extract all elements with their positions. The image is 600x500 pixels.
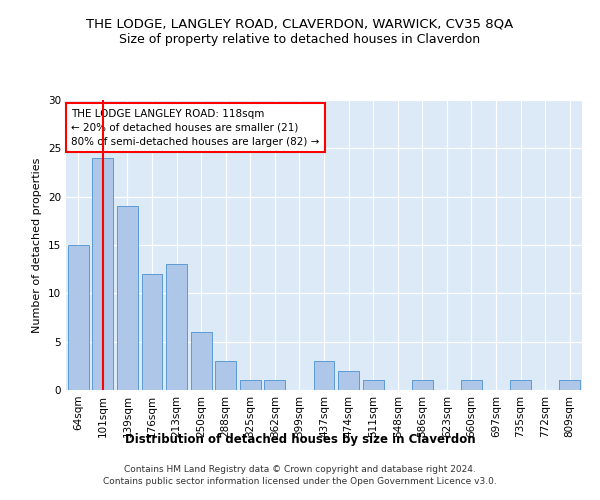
- Bar: [68, 245, 89, 390]
- Text: Size of property relative to detached houses in Claverdon: Size of property relative to detached ho…: [119, 32, 481, 46]
- Bar: [166, 264, 187, 390]
- Bar: [191, 332, 212, 390]
- Bar: [142, 274, 163, 390]
- Text: Contains HM Land Registry data © Crown copyright and database right 2024.: Contains HM Land Registry data © Crown c…: [124, 465, 476, 474]
- Text: THE LODGE, LANGLEY ROAD, CLAVERDON, WARWICK, CV35 8QA: THE LODGE, LANGLEY ROAD, CLAVERDON, WARW…: [86, 18, 514, 30]
- Bar: [338, 370, 359, 390]
- Text: Distribution of detached houses by size in Claverdon: Distribution of detached houses by size …: [125, 432, 475, 446]
- Bar: [362, 380, 383, 390]
- Bar: [117, 206, 138, 390]
- Bar: [559, 380, 580, 390]
- Text: Contains public sector information licensed under the Open Government Licence v3: Contains public sector information licen…: [103, 478, 497, 486]
- Bar: [265, 380, 286, 390]
- Bar: [215, 361, 236, 390]
- Bar: [92, 158, 113, 390]
- Bar: [240, 380, 261, 390]
- Bar: [314, 361, 334, 390]
- Bar: [510, 380, 531, 390]
- Y-axis label: Number of detached properties: Number of detached properties: [32, 158, 43, 332]
- Bar: [412, 380, 433, 390]
- Text: THE LODGE LANGLEY ROAD: 118sqm
← 20% of detached houses are smaller (21)
80% of : THE LODGE LANGLEY ROAD: 118sqm ← 20% of …: [71, 108, 320, 146]
- Bar: [461, 380, 482, 390]
